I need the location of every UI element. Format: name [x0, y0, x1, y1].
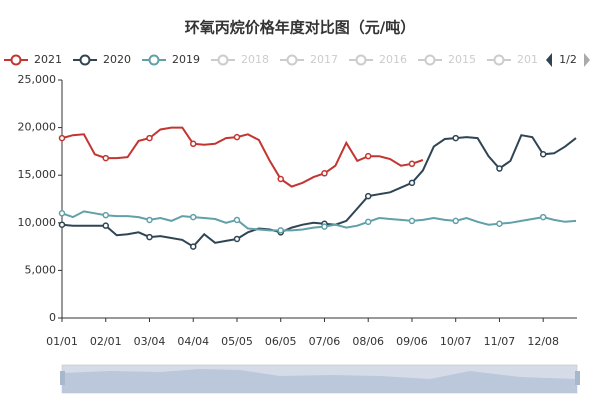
- zoom-preview: [62, 369, 577, 393]
- series-point: [58, 210, 66, 217]
- legend-item[interactable]: 2016: [349, 53, 407, 66]
- series-point: [321, 170, 328, 177]
- legend-marker: [79, 54, 91, 66]
- x-tick-label: 03/04: [134, 335, 166, 348]
- legend-item[interactable]: 201: [487, 53, 538, 66]
- series-point: [408, 160, 416, 168]
- zoom-handle[interactable]: [575, 371, 580, 385]
- legend-marker: [424, 54, 436, 66]
- legend-label: 2019: [172, 53, 200, 66]
- y-tick-label: 0: [49, 311, 56, 324]
- x-tick-label: 10/07: [440, 335, 472, 348]
- legend-label: 2016: [379, 53, 407, 66]
- series-point: [277, 175, 284, 183]
- x-tick-label: 07/06: [309, 335, 341, 348]
- series-point: [321, 223, 328, 230]
- legend-label: 2020: [103, 53, 131, 66]
- series-point: [189, 213, 197, 221]
- x-tick-label: 09/06: [396, 335, 428, 348]
- legend-label: 2015: [448, 53, 476, 66]
- zoom-handle[interactable]: [60, 371, 65, 385]
- series-point: [364, 218, 372, 226]
- series-point: [58, 134, 66, 142]
- legend-item[interactable]: 2021: [4, 53, 62, 66]
- series-point: [233, 216, 241, 224]
- series-point: [146, 134, 153, 142]
- series-point: [277, 227, 284, 234]
- x-tick-label: 06/05: [265, 335, 297, 348]
- legend-item[interactable]: 2015: [418, 53, 476, 66]
- zoom-window: [62, 365, 577, 393]
- series-point: [496, 165, 503, 172]
- legend-item[interactable]: 2017: [280, 53, 338, 66]
- y-tick-label: 20,000: [18, 121, 57, 134]
- series-point: [364, 152, 372, 160]
- legend-item[interactable]: 2019: [142, 53, 200, 66]
- legend-prev[interactable]: [546, 53, 552, 67]
- series-point: [102, 154, 109, 162]
- x-tick-label: 11/07: [484, 335, 516, 348]
- legend-marker: [217, 54, 229, 66]
- series-point: [102, 222, 109, 229]
- series-point: [58, 221, 66, 228]
- y-tick-label: 5,000: [25, 263, 57, 276]
- chart-title: 环氧丙烷价格年度对比图（元/吨）: [185, 19, 415, 37]
- series-point: [189, 140, 197, 148]
- legend-label: 2021: [34, 53, 62, 66]
- series-point: [539, 151, 547, 158]
- series-point: [452, 217, 459, 225]
- legend-marker: [286, 54, 298, 66]
- series-point: [496, 220, 503, 228]
- legend-marker: [355, 54, 367, 66]
- legend-marker: [10, 54, 22, 66]
- legend-next[interactable]: [584, 53, 590, 67]
- x-tick-label: 04/04: [177, 335, 209, 348]
- x-tick-label: 02/01: [90, 335, 122, 348]
- x-tick-label: 08/06: [352, 335, 384, 348]
- y-tick-label: 15,000: [18, 168, 57, 181]
- series-line: [61, 126, 424, 188]
- series-point: [539, 213, 547, 221]
- legend-label: 2018: [241, 53, 269, 66]
- x-tick-label: 01/01: [46, 335, 78, 348]
- series-point: [364, 192, 372, 200]
- series-point: [233, 235, 241, 243]
- legend-marker: [148, 54, 160, 66]
- x-tick-label: 12/08: [527, 335, 559, 348]
- series-point: [146, 216, 153, 224]
- series-point: [102, 211, 109, 219]
- legend-item[interactable]: 2020: [73, 53, 131, 66]
- series-line: [61, 134, 577, 248]
- series-point: [452, 134, 459, 142]
- series-point: [189, 243, 197, 250]
- series-point: [146, 233, 153, 241]
- legend-item[interactable]: 2018: [211, 53, 269, 66]
- legend-marker: [493, 54, 505, 66]
- y-tick-label: 25,000: [18, 73, 57, 86]
- series-point: [233, 133, 241, 141]
- x-tick-label: 05/05: [221, 335, 253, 348]
- legend-page: 1/2: [559, 53, 577, 66]
- data-zoom[interactable]: [60, 364, 580, 394]
- legend-label: 2017: [310, 53, 338, 66]
- legend-label: 201: [517, 53, 538, 66]
- series-point: [408, 217, 416, 225]
- series-point: [408, 179, 416, 187]
- y-tick-label: 10,000: [18, 216, 57, 229]
